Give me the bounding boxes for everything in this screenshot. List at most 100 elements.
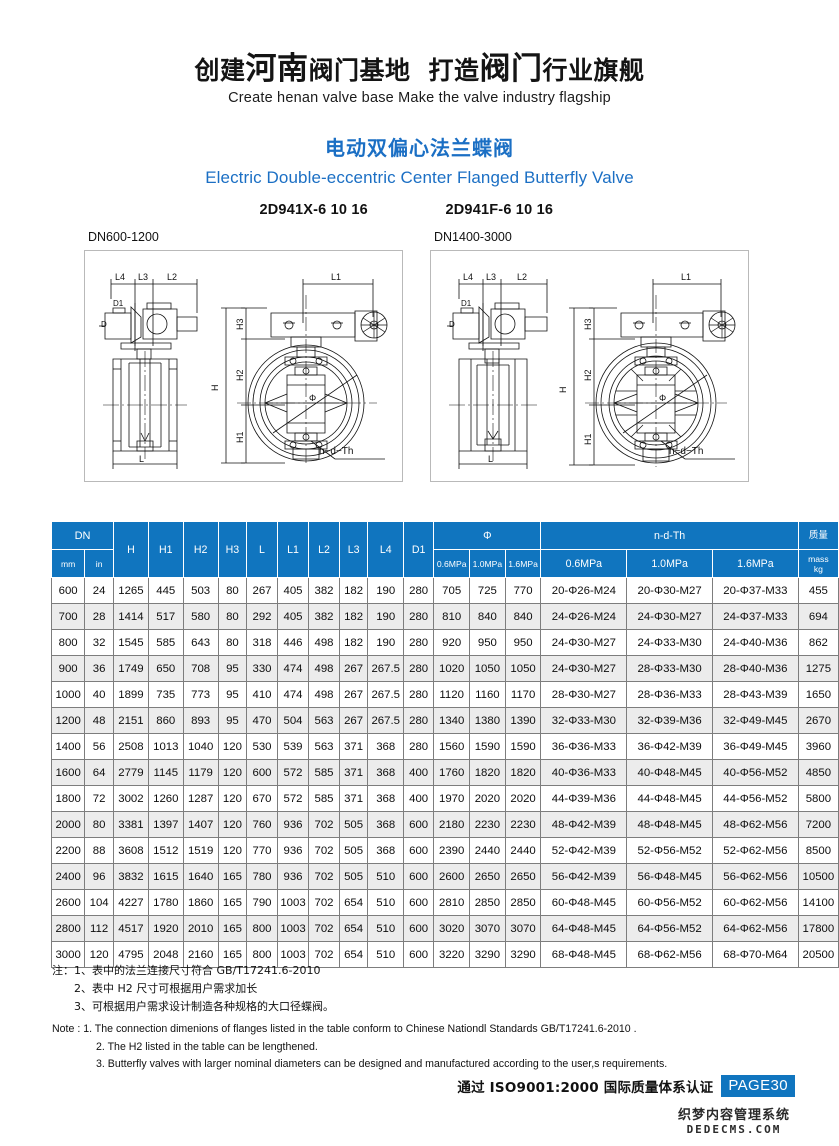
table-row: 3000 120 4795 2048 2160 165 800 1003 702 654 510 60…	[50, 941, 839, 968]
cell-n16: 48-Φ62-M56	[712, 811, 799, 838]
cell-L2: 585	[308, 785, 340, 812]
cell-in: 96	[84, 863, 115, 890]
cell-p16: 1170	[504, 681, 542, 708]
cell-L1: 572	[276, 785, 310, 812]
cell-n10: 68-Φ62-M56	[626, 941, 713, 968]
svg-text:L: L	[139, 454, 144, 464]
cell-H1: 1780	[147, 889, 184, 916]
cell-in: 72	[84, 785, 115, 812]
cell-D1: 600	[402, 837, 435, 864]
cell-D1: 280	[402, 707, 435, 734]
cell-mass: 3960	[797, 733, 839, 760]
cell-L: 330	[246, 655, 278, 682]
cell-p10: 2020	[469, 785, 506, 812]
cell-L: 760	[246, 811, 278, 838]
cell-n10: 36-Φ42-M39	[626, 733, 713, 760]
svg-text:H3: H3	[235, 318, 245, 330]
cell-L2: 498	[308, 655, 340, 682]
cell-p16: 2020	[504, 785, 542, 812]
cell-p16: 1390	[504, 707, 542, 734]
cell-L4: 267.5	[367, 655, 404, 682]
table-row: 900 36 1749 650 708 95 330 474 498 267 267.5 280 102…	[50, 655, 839, 682]
cell-H3: 165	[217, 915, 248, 942]
cell-H3: 165	[217, 941, 248, 968]
cell-H3: 80	[217, 603, 248, 630]
cell-H3: 95	[217, 681, 248, 708]
th-dn: DN	[50, 521, 115, 550]
cell-D1: 280	[402, 577, 435, 604]
cell-L3: 267	[338, 681, 369, 708]
cell-D1: 600	[402, 889, 435, 916]
svg-text:L1: L1	[331, 272, 341, 282]
cell-p16: 3070	[504, 915, 542, 942]
cell-H2: 643	[182, 629, 219, 656]
cell-mm: 700	[50, 603, 86, 630]
cell-L4: 190	[367, 577, 404, 604]
slogan-emphasis-valve: 阀门	[479, 51, 543, 87]
cell-p16: 2650	[504, 863, 542, 890]
svg-text:L3: L3	[138, 272, 148, 282]
cell-L4: 190	[367, 629, 404, 656]
th-l: L	[246, 521, 278, 578]
cell-mass: 14100	[797, 889, 839, 916]
cell-H3: 80	[217, 577, 248, 604]
table-body: 600 24 1265 445 503 80 267 405 382 182 190 280 705 72…	[50, 577, 839, 968]
cell-L: 318	[246, 629, 278, 656]
cell-n06: 28-Φ30-M27	[540, 681, 628, 708]
cell-mm: 600	[50, 577, 86, 604]
cell-L: 800	[246, 915, 278, 942]
cell-H2: 503	[182, 577, 219, 604]
cell-mass: 1275	[797, 655, 839, 682]
cell-L2: 702	[308, 837, 340, 864]
cell-n16: 28-Φ43-M39	[712, 681, 799, 708]
cell-L1: 572	[276, 759, 310, 786]
product-title-cn: 电动双偏心法兰蝶阀	[325, 135, 514, 160]
cell-H: 3381	[113, 811, 149, 838]
cell-H2: 1287	[182, 785, 219, 812]
cell-p16: 3290	[504, 941, 542, 968]
cell-H3: 120	[217, 785, 248, 812]
svg-text:Φ: Φ	[659, 393, 666, 403]
cell-p06: 1020	[433, 655, 471, 682]
cell-p16: 2440	[504, 837, 542, 864]
cell-L4: 267.5	[367, 707, 404, 734]
cell-mm: 900	[50, 655, 86, 682]
cell-p10: 1050	[469, 655, 506, 682]
cell-L3: 371	[338, 785, 369, 812]
cell-L2: 585	[308, 759, 340, 786]
cell-L2: 702	[308, 889, 340, 916]
cell-L1: 936	[276, 811, 310, 838]
cell-n16: 24-Φ40-M36	[712, 629, 799, 656]
table-row: 600 24 1265 445 503 80 267 405 382 182 190 280 705 72…	[50, 577, 839, 604]
cell-H: 3832	[113, 863, 149, 890]
svg-text:L: L	[488, 454, 493, 464]
cell-H: 2779	[113, 759, 149, 786]
table-row: 2600 104 4227 1780 1860 165 790 1003 702 654 510 60…	[50, 889, 839, 916]
cell-mass: 8500	[797, 837, 839, 864]
cell-L: 410	[246, 681, 278, 708]
cell-mm: 1600	[50, 759, 86, 786]
drawings-area: DN600-1200 DN1400-3000 L4 L3 L2 D1 D	[0, 230, 839, 495]
cell-L: 470	[246, 707, 278, 734]
cell-p10: 2440	[469, 837, 506, 864]
cell-L2: 702	[308, 811, 340, 838]
cell-n10: 52-Φ56-M52	[626, 837, 713, 864]
cell-p16: 1050	[504, 655, 542, 682]
masthead: 创建河南阀门基地 打造阀门行业旗舰 Create henan valve base…	[0, 0, 839, 105]
cell-H3: 120	[217, 837, 248, 864]
cell-in: 88	[84, 837, 115, 864]
cell-D1: 280	[402, 681, 435, 708]
slogan-part-4: 行业旗舰	[542, 56, 645, 85]
model-number-left: 2D941X-6 10 16	[259, 201, 368, 218]
cell-H: 1545	[113, 629, 149, 656]
cell-L4: 510	[367, 889, 404, 916]
th-ndth-10: 1.0MPa	[626, 549, 713, 578]
cell-H3: 120	[217, 733, 248, 760]
cell-mass: 2670	[797, 707, 839, 734]
table-row: 2800 112 4517 1920 2010 165 800 1003 702 654 510 60…	[50, 915, 839, 942]
cell-p16: 1820	[504, 759, 542, 786]
figure-label-left: DN600-1200	[88, 229, 159, 244]
cell-H2: 893	[182, 707, 219, 734]
svg-text:L2: L2	[517, 272, 527, 282]
cell-H3: 120	[217, 759, 248, 786]
